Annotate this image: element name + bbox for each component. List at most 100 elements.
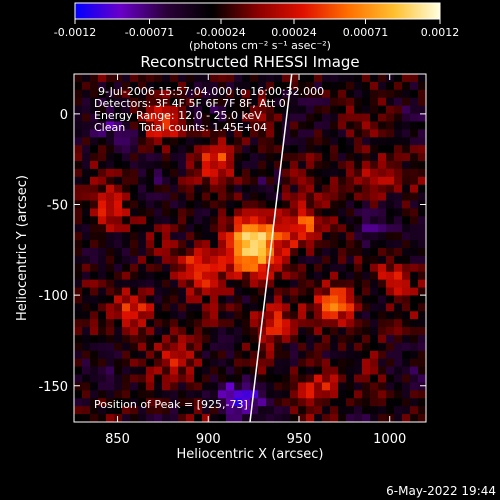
heatmap-cell [410, 208, 419, 217]
heatmap-cell [74, 390, 83, 399]
heatmap-cell [258, 224, 267, 233]
heatmap-cell [298, 350, 307, 360]
heatmap-cell [306, 105, 315, 115]
heatmap-cell [282, 303, 291, 312]
heatmap-cell [138, 145, 147, 154]
heatmap-cell [330, 89, 339, 99]
heatmap-cell [74, 184, 83, 194]
heatmap-cell [106, 414, 115, 422]
heatmap-cell [98, 137, 107, 146]
heatmap-cell [210, 319, 219, 328]
heatmap-cell [234, 161, 243, 170]
heatmap-cell [138, 311, 147, 320]
heatmap-cell [266, 161, 275, 170]
x-axis-label: Heliocentric X (arcsec) [177, 447, 324, 462]
heatmap-cell [274, 113, 283, 123]
heatmap-cell [98, 121, 107, 130]
heatmap-cell [186, 319, 195, 328]
heatmap-cell [330, 200, 339, 210]
heatmap-cell [266, 176, 275, 186]
heatmap-cell [186, 129, 195, 138]
heatmap-cell [82, 161, 91, 170]
heatmap-cell [74, 374, 83, 384]
heatmap-cell [322, 414, 331, 422]
heatmap-cell [90, 319, 99, 328]
heatmap-cell [418, 342, 426, 352]
heatmap-cell [138, 303, 147, 312]
heatmap-cell [82, 105, 91, 115]
heatmap-cell [290, 382, 299, 391]
heatmap-cell [258, 129, 267, 138]
heatmap-cell [354, 406, 363, 415]
heatmap-cell [322, 350, 331, 360]
heatmap-cell [210, 81, 219, 91]
heatmap-cell [354, 240, 363, 249]
heatmap-cell [266, 216, 275, 225]
heatmap-cell [90, 240, 99, 249]
heatmap-cell [386, 414, 395, 422]
heatmap-cell [202, 398, 211, 407]
heatmap-cell [130, 81, 139, 91]
heatmap-cell [346, 358, 355, 368]
heatmap-cell [154, 255, 163, 265]
heatmap-cell [346, 74, 355, 83]
heatmap-cell [154, 208, 163, 217]
heatmap-cell [234, 137, 243, 146]
heatmap-cell [218, 295, 227, 304]
heatmap-cell [234, 414, 243, 422]
heatmap-cell [370, 295, 379, 304]
heatmap-cell [234, 208, 243, 217]
heatmap-cell [402, 121, 411, 130]
heatmap-cell [338, 89, 347, 99]
heatmap-cell [314, 327, 323, 336]
heatmap-cell [154, 161, 163, 170]
heatmap-cell [410, 121, 419, 130]
heatmap-cell [418, 81, 426, 91]
heatmap-cell [290, 192, 299, 202]
heatmap-cell [290, 358, 299, 368]
heatmap-cell [258, 208, 267, 217]
heatmap-cell [378, 342, 387, 352]
heatmap-cell [186, 208, 195, 217]
heatmap-cell [258, 105, 267, 115]
heatmap-cell [162, 358, 171, 368]
heatmap-cell [218, 366, 227, 376]
heatmap-cell [242, 224, 251, 233]
heatmap-cell [114, 311, 123, 320]
heatmap-cell [250, 97, 259, 107]
heatmap-cell [354, 105, 363, 115]
heatmap-cell [378, 414, 387, 422]
heatmap-cell [146, 319, 155, 328]
heatmap-cell [346, 382, 355, 391]
heatmap-cell [154, 398, 163, 407]
heatmap-cell [290, 97, 299, 107]
heatmap-cell [250, 145, 259, 154]
heatmap-cell [314, 121, 323, 130]
heatmap-cell [354, 200, 363, 210]
heatmap-cell [234, 240, 243, 249]
heatmap-cell [306, 129, 315, 138]
heatmap-cell [130, 374, 139, 384]
heatmap-cell [418, 208, 426, 217]
heatmap-cell [82, 208, 91, 217]
heatmap-cell [418, 97, 426, 107]
heatmap-cell [178, 287, 187, 297]
heatmap-cell [98, 398, 107, 407]
heatmap-cell [258, 406, 267, 415]
heatmap-cell [98, 216, 107, 225]
heatmap-cell [154, 105, 163, 115]
heatmap-cell [138, 335, 147, 344]
heatmap-cell [346, 129, 355, 138]
heatmap-cell [298, 342, 307, 352]
heatmap-cell [322, 208, 331, 217]
heatmap-cell [242, 232, 251, 241]
heatmap-cell [322, 255, 331, 265]
heatmap-cell [402, 390, 411, 399]
heatmap-cell [290, 350, 299, 360]
heatmap-cell [170, 358, 179, 368]
heatmap-cell [162, 327, 171, 336]
heatmap-cell [178, 255, 187, 265]
heatmap-cell [322, 145, 331, 154]
heatmap-cell [314, 279, 323, 289]
heatmap-cell [258, 161, 267, 170]
